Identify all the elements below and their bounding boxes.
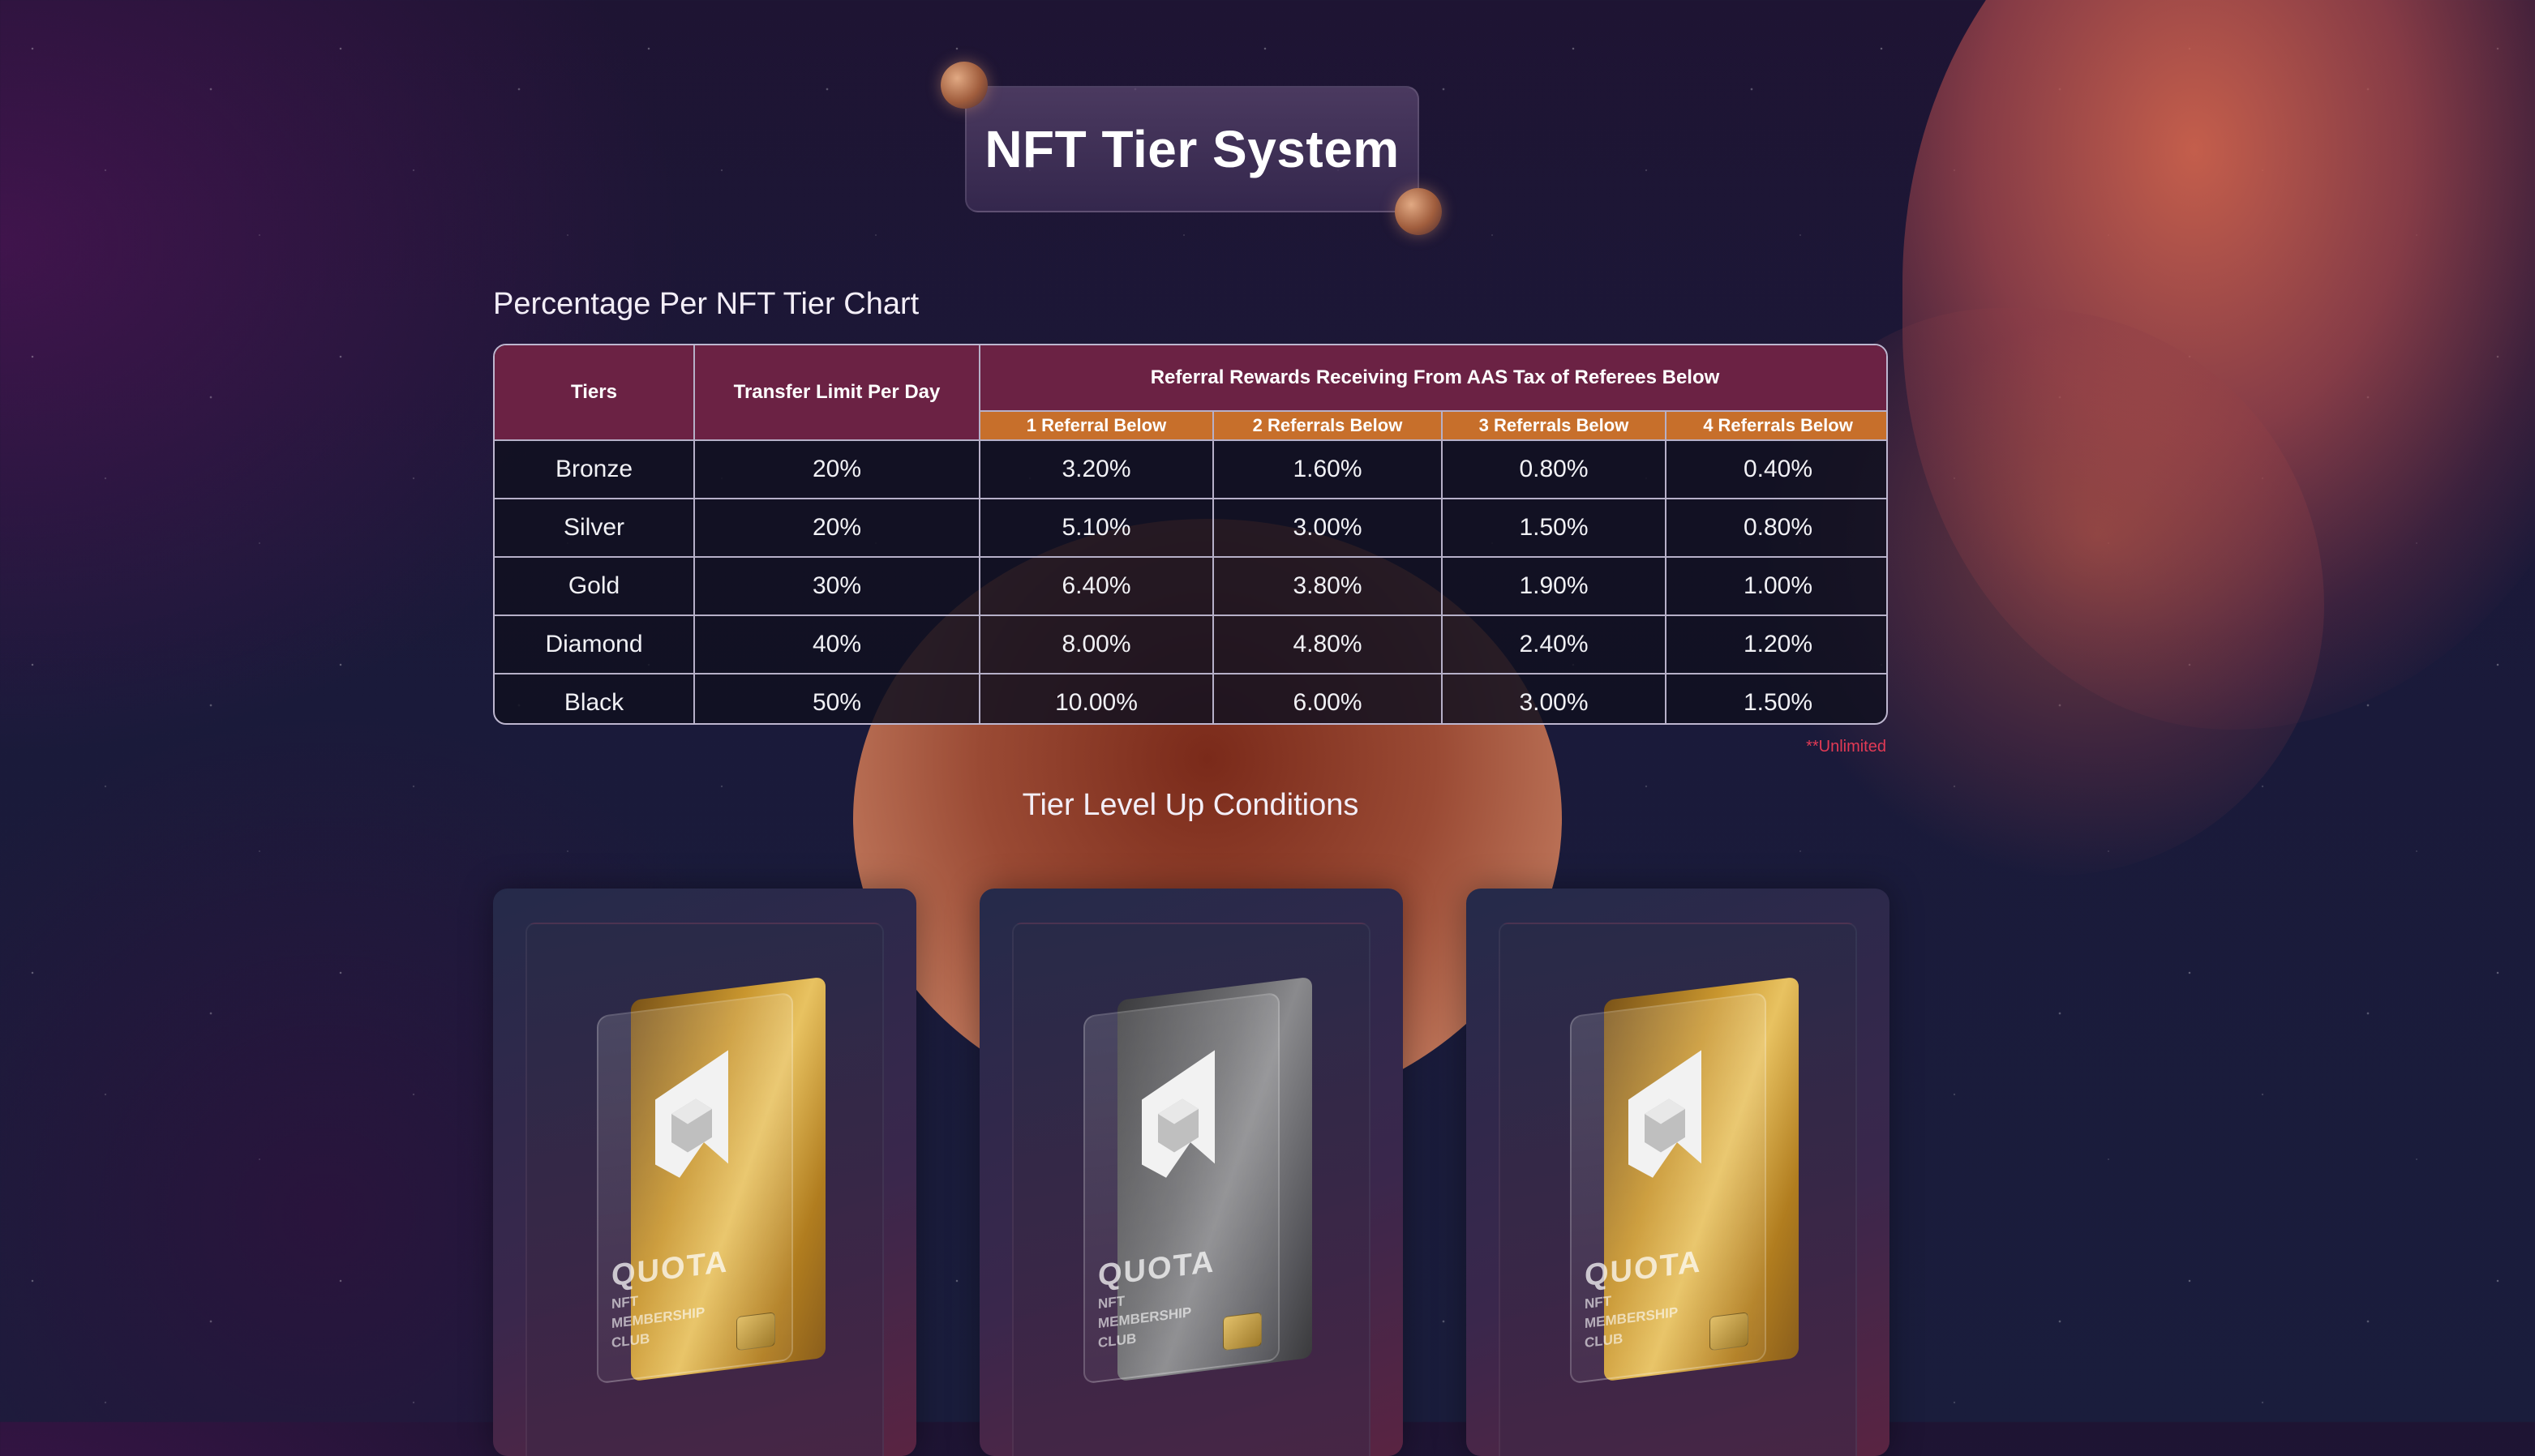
header-referral-3: 3 Referrals Below xyxy=(1441,410,1666,441)
header-referral-1: 1 Referral Below xyxy=(980,410,1214,441)
cell-referral-3: 2.40% xyxy=(1441,615,1666,674)
quota-logo-icon xyxy=(1142,1050,1215,1178)
chip-icon xyxy=(1223,1312,1262,1351)
cell-referral-4: 0.40% xyxy=(1664,439,1886,499)
card-brand: QUOTA xyxy=(1585,1244,1702,1294)
cell-referral-1: 3.20% xyxy=(979,439,1214,499)
cell-referral-2: 4.80% xyxy=(1212,615,1443,674)
cell-transfer: 50% xyxy=(693,673,980,723)
cell-transfer: 20% xyxy=(693,439,980,499)
cell-referral-3: 1.90% xyxy=(1441,556,1666,616)
cell-referral-1: 8.00% xyxy=(979,615,1214,674)
cell-referral-3: 0.80% xyxy=(1441,439,1666,499)
header-tiers: Tiers xyxy=(495,345,695,441)
orb-decoration xyxy=(1395,188,1442,235)
chart-heading: Percentage Per NFT Tier Chart xyxy=(493,287,920,321)
cell-referral-2: 3.80% xyxy=(1212,556,1443,616)
cell-referral-1: 5.10% xyxy=(979,498,1214,558)
membership-card-gold: QUOTA NFT MEMBERSHIP CLUB xyxy=(597,976,826,1385)
table-row: Gold 30% 6.40% 3.80% 1.90% 1.00% xyxy=(495,556,1886,616)
chip-icon xyxy=(736,1312,775,1351)
quota-logo-icon xyxy=(1628,1050,1701,1178)
cell-referral-1: 10.00% xyxy=(979,673,1214,723)
cell-transfer: 20% xyxy=(693,498,980,558)
tier-table: Tiers Transfer Limit Per Day Referral Re… xyxy=(493,344,1888,725)
orb-decoration xyxy=(941,62,988,109)
nebula-blob xyxy=(1902,0,2535,730)
page-title-box: NFT Tier System xyxy=(965,86,1419,212)
card-brand: QUOTA xyxy=(611,1244,729,1294)
cell-referral-4: 1.50% xyxy=(1664,673,1886,723)
cell-referral-3: 1.50% xyxy=(1441,498,1666,558)
cell-referral-2: 6.00% xyxy=(1212,673,1443,723)
cell-referral-4: 0.80% xyxy=(1664,498,1886,558)
header-referral-2: 2 Referrals Below xyxy=(1212,410,1443,441)
quota-logo-icon xyxy=(655,1050,728,1178)
card-subtitle: NFT MEMBERSHIP CLUB xyxy=(1098,1293,1192,1351)
card-glass: QUOTA NFT MEMBERSHIP CLUB xyxy=(1570,991,1766,1385)
membership-card-silver: QUOTA NFT MEMBERSHIP CLUB xyxy=(1083,976,1312,1385)
cell-tier: Gold xyxy=(495,556,695,616)
cell-tier: Silver xyxy=(495,498,695,558)
conditions-heading: Tier Level Up Conditions xyxy=(1022,788,1359,822)
unlimited-footnote: **Unlimited xyxy=(1806,738,1886,756)
cell-transfer: 30% xyxy=(693,556,980,616)
card-brand: QUOTA xyxy=(1098,1244,1216,1294)
card-subtitle: NFT MEMBERSHIP CLUB xyxy=(611,1293,706,1351)
card-subtitle: NFT MEMBERSHIP CLUB xyxy=(1585,1293,1679,1351)
header-transfer-limit: Transfer Limit Per Day xyxy=(693,345,980,441)
cell-tier: Diamond xyxy=(495,615,695,674)
cell-referral-2: 1.60% xyxy=(1212,439,1443,499)
table-row: Silver 20% 5.10% 3.00% 1.50% 0.80% xyxy=(495,498,1886,558)
cell-referral-4: 1.20% xyxy=(1664,615,1886,674)
cell-referral-4: 1.00% xyxy=(1664,556,1886,616)
cell-transfer: 40% xyxy=(693,615,980,674)
chip-icon xyxy=(1709,1312,1748,1351)
nft-card-1[interactable]: QUOTA NFT MEMBERSHIP CLUB xyxy=(493,889,916,1456)
table-row: Bronze 20% 3.20% 1.60% 0.80% 0.40% xyxy=(495,439,1886,499)
header-referral-4: 4 Referrals Below xyxy=(1664,410,1886,441)
nft-card-3[interactable]: QUOTA NFT MEMBERSHIP CLUB xyxy=(1466,889,1889,1456)
card-glass: QUOTA NFT MEMBERSHIP CLUB xyxy=(1083,991,1280,1385)
page-title: NFT Tier System xyxy=(984,120,1400,178)
table-row: Black 50% 10.00% 6.00% 3.00% 1.50% xyxy=(495,673,1886,723)
membership-card-gold: QUOTA NFT MEMBERSHIP CLUB xyxy=(1570,976,1799,1385)
cell-referral-2: 3.00% xyxy=(1212,498,1443,558)
cell-referral-3: 3.00% xyxy=(1441,673,1666,723)
header-referral-rewards: Referral Rewards Receiving From AAS Tax … xyxy=(978,345,1886,412)
cell-referral-1: 6.40% xyxy=(979,556,1214,616)
cell-tier: Bronze xyxy=(495,439,695,499)
table-row: Diamond 40% 8.00% 4.80% 2.40% 1.20% xyxy=(495,615,1886,674)
cell-tier: Black xyxy=(495,673,695,723)
card-glass: QUOTA NFT MEMBERSHIP CLUB xyxy=(597,991,793,1385)
nft-card-2[interactable]: QUOTA NFT MEMBERSHIP CLUB xyxy=(980,889,1403,1456)
